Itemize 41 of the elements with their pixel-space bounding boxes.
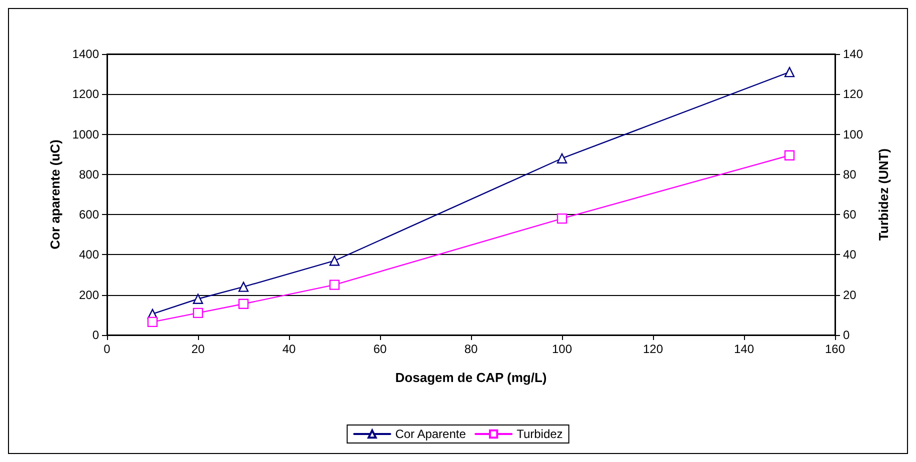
x-tick-label: 140 [734, 342, 754, 356]
point [329, 256, 340, 266]
y-tick-label: 1000 [72, 127, 100, 142]
x-axis-title: Dosagem de CAP (mg/L) [395, 370, 547, 385]
legend-label: Turbidez [516, 427, 563, 441]
y-tick-label: 200 [78, 288, 100, 302]
x-tick-label: 100 [552, 342, 572, 356]
y2-tick-label: 100 [843, 127, 864, 142]
point [329, 280, 340, 290]
x-tick-label: 120 [642, 342, 664, 356]
x-tick-label: 0 [104, 342, 111, 356]
y2-axis-title: Turbidez (UNT) [876, 148, 891, 241]
point [192, 294, 204, 304]
x-tick-label: 60 [373, 342, 387, 356]
point [238, 282, 249, 292]
x-tick-label: 160 [824, 342, 846, 356]
point [784, 150, 795, 160]
y-tick-label: 400 [78, 248, 100, 262]
y2-tick-label: 80 [843, 167, 857, 182]
y-tick-label: 0 [92, 328, 100, 342]
x-tick-label: 80 [464, 342, 478, 356]
y-tick-label: 800 [78, 167, 100, 182]
point [556, 153, 568, 164]
y2-tick-label: 0 [843, 328, 850, 342]
y-tick-label: 1200 [72, 87, 100, 102]
x-tick-label: 40 [282, 342, 296, 356]
point [147, 316, 158, 328]
y2-tick-label: 140 [843, 47, 864, 61]
y-tick-label: 1400 [72, 47, 100, 61]
y2-tick-label: 20 [843, 288, 857, 302]
y2-tick-label: 40 [843, 248, 857, 262]
y2-tick-label: 60 [843, 208, 857, 222]
point [192, 308, 204, 318]
x-tick-label: 20 [191, 342, 205, 356]
point [556, 213, 568, 224]
y-axis-title: Cor aparente (uC) [47, 140, 62, 250]
y-tick-label: 600 [78, 208, 100, 222]
y2-tick-label: 120 [843, 87, 864, 102]
legend-label: Cor Aparente [395, 427, 466, 441]
point [784, 66, 795, 78]
point [238, 298, 249, 309]
